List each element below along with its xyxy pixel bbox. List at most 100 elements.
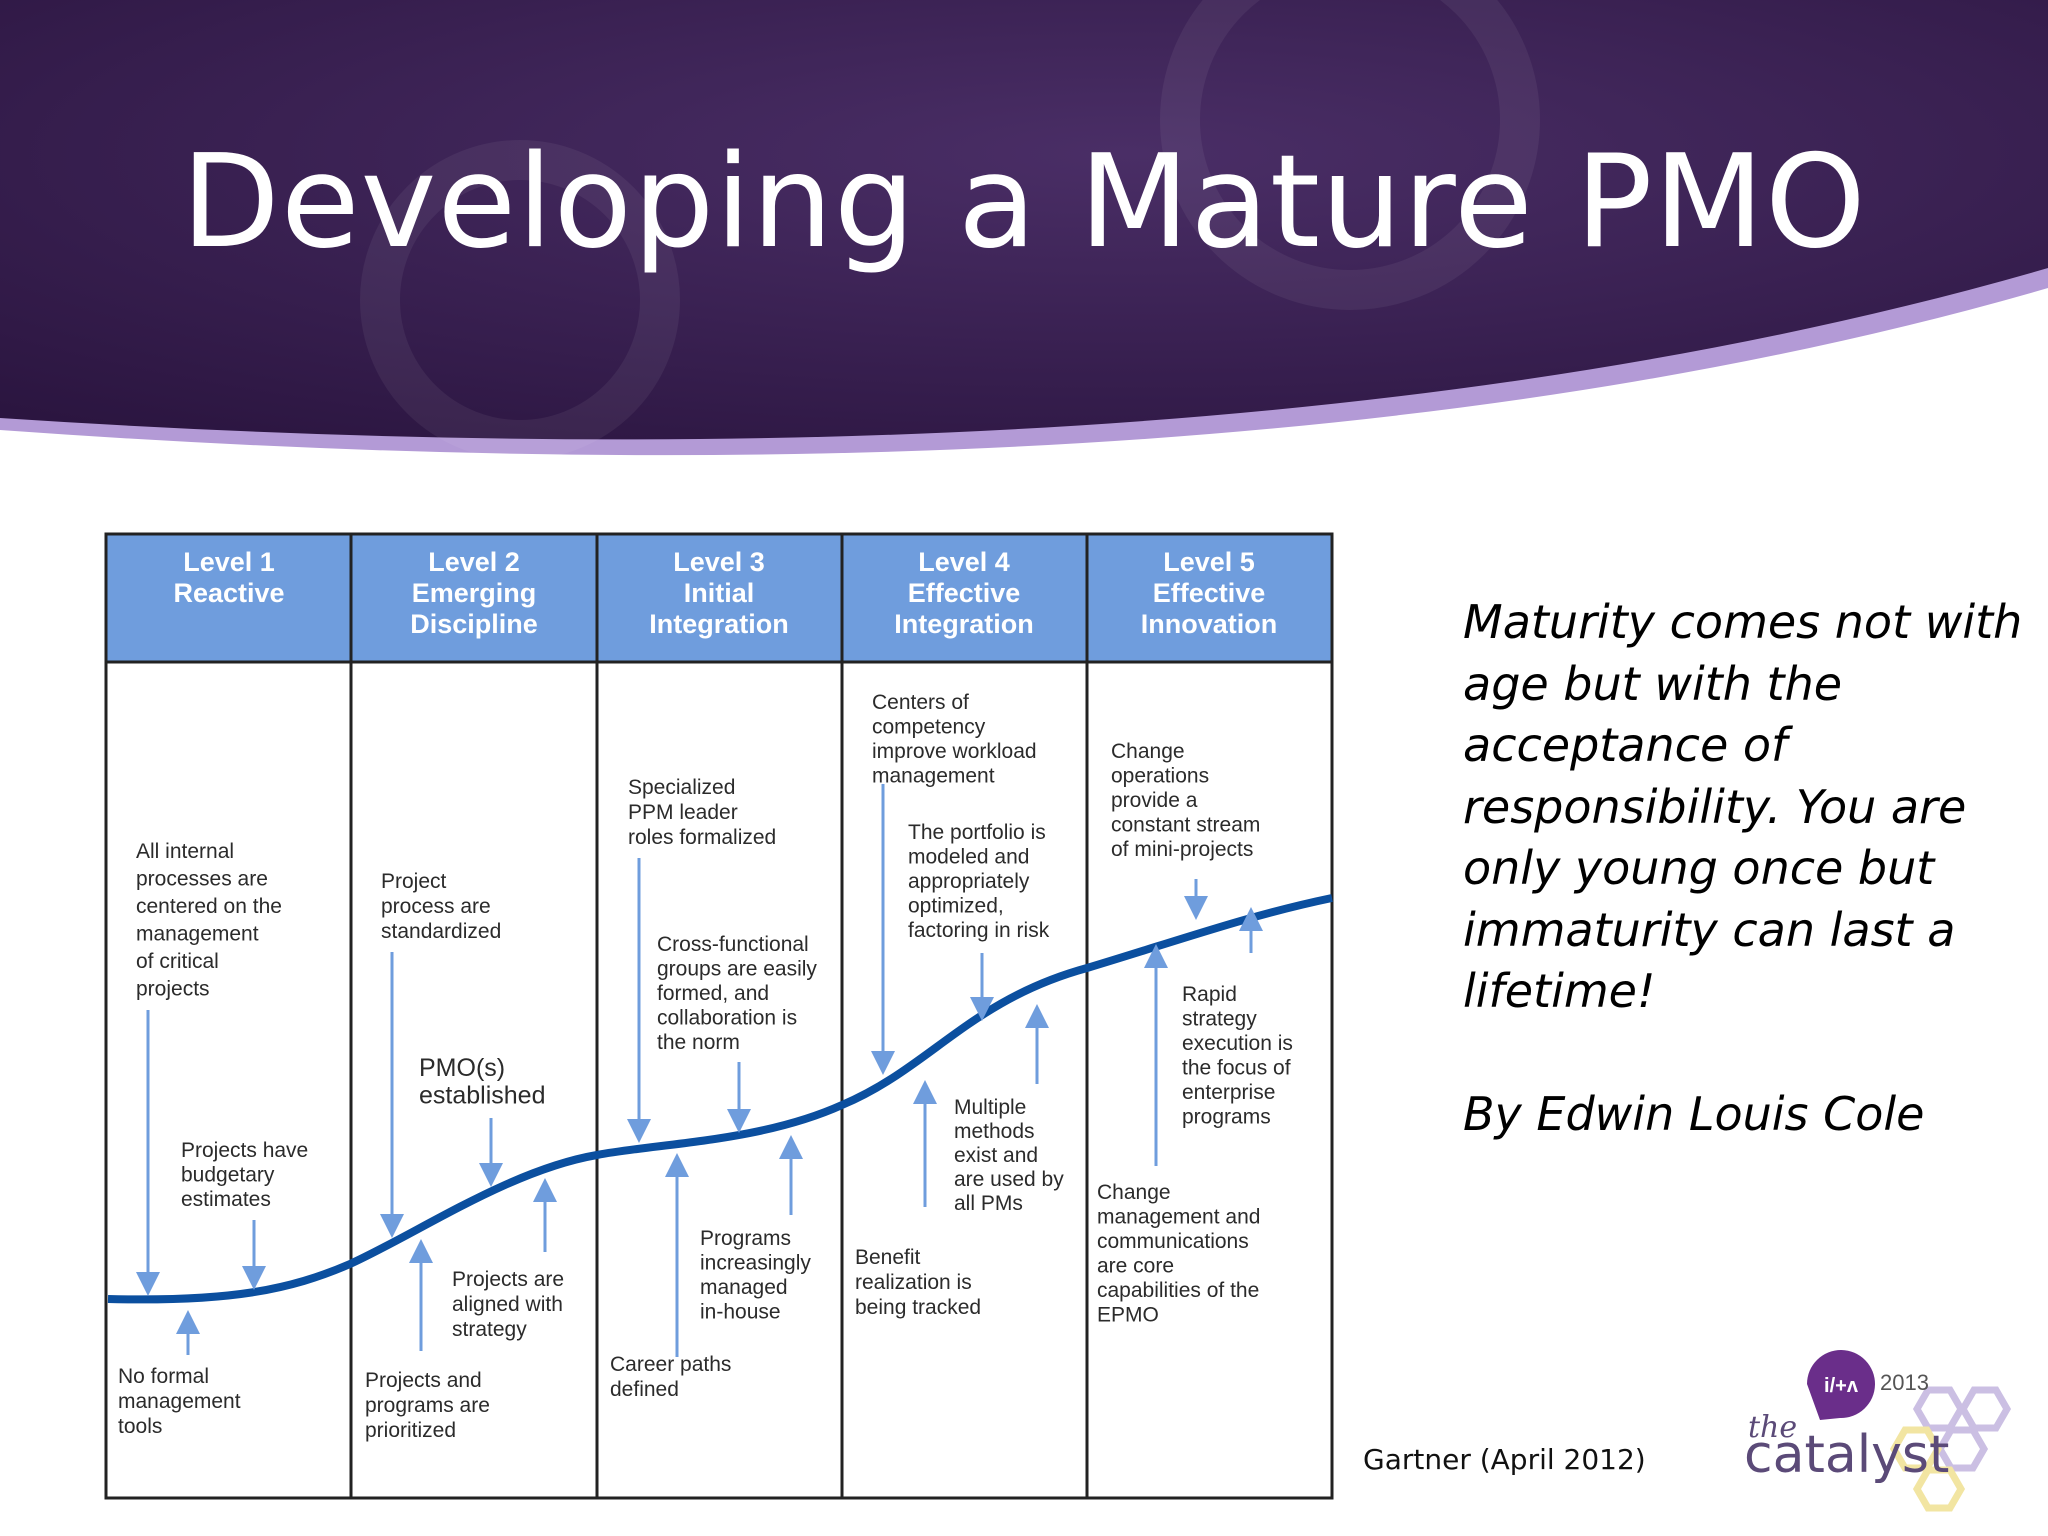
label-no-formal-tools: No formal management tools xyxy=(118,1365,241,1438)
label-line: exist and xyxy=(954,1144,1038,1167)
label-line: roles formalized xyxy=(628,826,776,849)
label-line: management and xyxy=(1097,1206,1260,1229)
level-number: Level 4 xyxy=(918,547,1010,577)
label-rapid-strategy: Rapid strategy execution is the focus of ent… xyxy=(1182,983,1293,1129)
label-line: constant stream xyxy=(1111,814,1260,837)
label-line: are core xyxy=(1097,1255,1174,1278)
quote-text: Maturity comes not with age but with the… xyxy=(1463,595,2023,1018)
label-line: projects xyxy=(136,978,210,1001)
label-change-operations: Change operations provide a constant stream… xyxy=(1111,740,1260,861)
label-line: No formal xyxy=(118,1365,209,1388)
logo-year: 2013 xyxy=(1880,1370,1929,1395)
label-line: strategy xyxy=(1182,1008,1257,1031)
level-header-1: Level 1 Reactive xyxy=(173,547,284,608)
level-name: Initial xyxy=(684,578,755,608)
label-projects-budgetary: Projects have budgetary estimates xyxy=(181,1139,308,1211)
label-change-management: Change management and communications are co… xyxy=(1097,1181,1260,1327)
label-line: programs are xyxy=(365,1394,490,1417)
slide-title: Developing a Mature PMO xyxy=(181,128,1867,277)
label-line: are used by xyxy=(954,1168,1064,1191)
label-line: strategy xyxy=(452,1318,527,1341)
label-line: EPMO xyxy=(1097,1304,1159,1327)
level-name: Integration xyxy=(894,609,1034,639)
label-line: The portfolio is xyxy=(908,821,1046,844)
column-dividers xyxy=(349,534,1089,1498)
label-line: Multiple xyxy=(954,1096,1026,1119)
label-line: Project xyxy=(381,870,447,893)
label-line: budgetary xyxy=(181,1164,275,1187)
label-line: groups are easily xyxy=(657,958,817,981)
label-line: process are xyxy=(381,895,491,918)
level-number: Level 3 xyxy=(673,547,765,577)
label-line: being tracked xyxy=(855,1296,981,1319)
label-benefit-realization: Benefit realization is being tracked xyxy=(855,1246,981,1319)
level-name: Discipline xyxy=(410,609,538,639)
level-name: Effective xyxy=(908,578,1021,608)
label-line: collaboration is xyxy=(657,1007,797,1030)
label-line: communications xyxy=(1097,1230,1249,1253)
level-header-2: Level 2 Emerging Discipline xyxy=(410,547,538,639)
level-name: Reactive xyxy=(173,578,284,608)
label-line: competency xyxy=(872,716,986,739)
label-line: formed, and xyxy=(657,982,769,1005)
label-line: management xyxy=(118,1390,241,1413)
label-line: management xyxy=(136,923,259,946)
label-line: enterprise xyxy=(1182,1081,1275,1104)
label-portfolio-modeled: The portfolio is modeled and appropriately… xyxy=(908,821,1050,942)
label-line: Rapid xyxy=(1182,983,1237,1006)
label-line: Specialized xyxy=(628,776,735,799)
label-line: Projects and xyxy=(365,1369,482,1392)
label-line: Centers of xyxy=(872,691,969,714)
level-name: Innovation xyxy=(1141,609,1278,639)
source-citation: Gartner (April 2012) xyxy=(1363,1443,1646,1476)
label-line: Benefit xyxy=(855,1246,921,1269)
level-headers: Level 1 Reactive Level 2 Emerging Discipline… xyxy=(173,547,1277,639)
level-name: Effective xyxy=(1153,578,1266,608)
label-line: Cross-functional xyxy=(657,933,809,956)
label-line: programs xyxy=(1182,1106,1271,1129)
logo-the: the xyxy=(1748,1410,1797,1445)
level-name: Emerging xyxy=(412,578,537,608)
label-line: aligned with xyxy=(452,1293,563,1316)
logo-badge-text: i/+ʌ xyxy=(1824,1375,1859,1397)
logo-hexagon xyxy=(1912,1386,1966,1432)
label-line: operations xyxy=(1111,765,1209,788)
level-number: Level 2 xyxy=(428,547,520,577)
level-header-5: Level 5 Effective Innovation xyxy=(1141,547,1278,639)
level-header-3: Level 3 Initial Integration xyxy=(649,547,789,639)
label-pmo-established: PMO(s) established xyxy=(419,1054,545,1110)
maturity-curve xyxy=(107,894,1333,1304)
label-line: All internal xyxy=(136,840,234,863)
label-multiple-methods: Multiple methods exist and are used by all P… xyxy=(954,1096,1064,1215)
pointer-arrows xyxy=(136,784,1263,1357)
level-name: Integration xyxy=(649,609,789,639)
label-line: standardized xyxy=(381,920,501,943)
label-line: Change xyxy=(1097,1181,1171,1204)
label-line: the focus of xyxy=(1182,1057,1291,1080)
quote: Maturity comes not with age but with the… xyxy=(1463,592,2023,1146)
header-band xyxy=(104,532,1334,664)
label-specialized-ppm: Specialized PPM leader roles formalized xyxy=(628,776,776,849)
label-project-process-standardized: Project process are standardized xyxy=(381,870,501,943)
label-line: defined xyxy=(610,1378,679,1401)
label-line: prioritized xyxy=(365,1419,456,1442)
label-centers-of-competency: Centers of competency improve workload mana… xyxy=(872,691,1037,788)
label-line: the norm xyxy=(657,1031,740,1054)
label-line: improve workload xyxy=(872,740,1037,763)
label-line: management xyxy=(872,765,995,788)
diagram-labels: All internal processes are centered on the… xyxy=(118,691,1293,1442)
label-line: appropriately xyxy=(908,870,1030,893)
label-line: tools xyxy=(118,1415,162,1438)
label-line: estimates xyxy=(181,1188,271,1211)
label-line: Career paths xyxy=(610,1353,731,1376)
label-all-internal-processes: All internal processes are centered on the… xyxy=(136,840,282,1001)
label-line: factoring in risk xyxy=(908,919,1050,942)
label-line: of mini-projects xyxy=(1111,838,1253,861)
label-line: PMO(s) xyxy=(419,1054,505,1082)
logo-speech-bubble xyxy=(1807,1350,1875,1420)
label-line: realization is xyxy=(855,1271,972,1294)
level-header-4: Level 4 Effective Integration xyxy=(894,547,1034,639)
label-line: in-house xyxy=(700,1301,781,1324)
catalyst-logo: i/+ʌ 2013 the catalyst xyxy=(1744,1350,2012,1512)
